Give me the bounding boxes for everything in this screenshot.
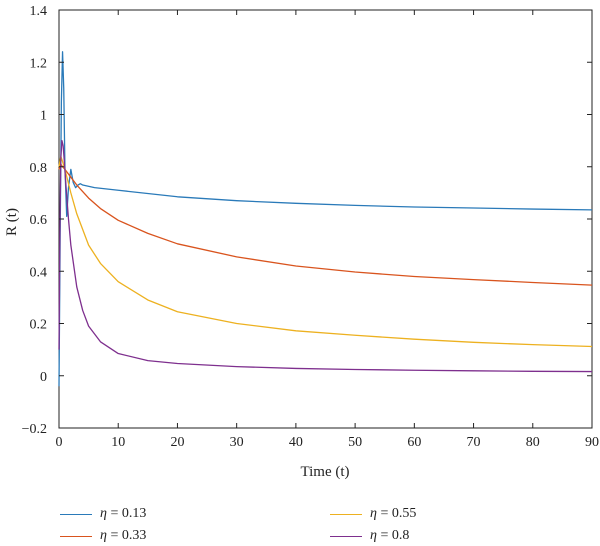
y-tick-label: 0.4 (30, 265, 48, 280)
y-tick-label: 0.8 (30, 161, 48, 176)
legend-item-series-3: η = 0.55 (330, 505, 416, 523)
x-tick-label: 80 (526, 435, 540, 450)
legend-item-series-2: η = 0.33 (60, 527, 146, 545)
x-tick-label: 20 (170, 435, 184, 450)
legend-item-series-4: η = 0.8 (330, 527, 409, 545)
legend-symbol-series-4: η (370, 528, 377, 543)
series-line-3 (58, 155, 593, 348)
line-chart: 0 10 20 30 40 50 60 70 80 90 −0.2 0 0.2 0.4 0.6 0.8 1 1.2… (4, 4, 599, 480)
legend-value-series-1: = 0.13 (106, 506, 147, 521)
x-tick-label: 70 (467, 435, 481, 450)
x-tick-label: 90 (585, 435, 599, 450)
legend-swatch-series-2 (60, 535, 92, 537)
y-tick-label: −0.2 (22, 422, 47, 437)
legend: η = 0.13 η = 0.55 η = 0.33 η = 0.8 (0, 496, 600, 546)
x-tick-label: 50 (348, 435, 362, 450)
y-tick-label: 1.4 (30, 4, 48, 19)
x-tick-label: 30 (230, 435, 244, 450)
legend-value-series-3: = 0.55 (376, 506, 417, 521)
legend-swatch-series-3 (330, 513, 362, 515)
y-tick-label: 0 (40, 370, 47, 385)
series-line-1 (58, 51, 593, 387)
legend-symbol-series-3: η (370, 506, 377, 521)
plot-frame (58, 9, 593, 429)
y-tick-label: 1.2 (30, 56, 48, 71)
y-axis-label: R (t) (4, 208, 20, 236)
y-tick-label: 0.2 (30, 318, 48, 333)
x-tick-label: 60 (407, 435, 421, 450)
legend-symbol-series-2: η (100, 528, 107, 543)
series-line-4 (58, 139, 593, 373)
x-tick-label: 10 (111, 435, 125, 450)
legend-value-series-2: = 0.33 (106, 528, 147, 543)
y-tick-label: 0.6 (30, 213, 48, 228)
y-tick-label: 1 (40, 109, 47, 124)
legend-symbol-series-1: η (100, 506, 107, 521)
x-tick-label: 40 (289, 435, 303, 450)
x-tick-label: 0 (56, 435, 63, 450)
legend-value-series-4: = 0.8 (376, 528, 410, 543)
series-line-2 (58, 163, 593, 286)
legend-swatch-series-1 (60, 513, 92, 515)
x-axis-label: Time (t) (300, 464, 349, 480)
legend-item-series-1: η = 0.13 (60, 505, 146, 523)
legend-swatch-series-4 (330, 535, 362, 537)
